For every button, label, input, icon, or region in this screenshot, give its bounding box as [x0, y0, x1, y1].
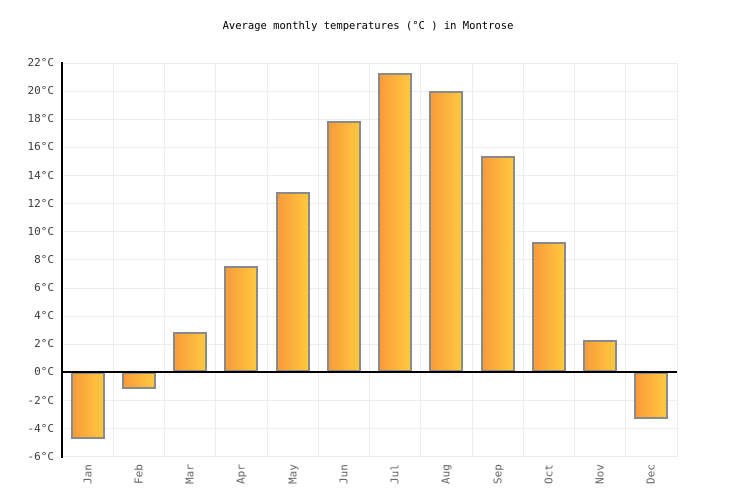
x-axis-tick-label: Jan [81, 464, 95, 484]
x-axis-tick-label: May [286, 464, 300, 484]
bar-feb[interactable] [121, 372, 156, 390]
y-axis-tick-label: -6°C [27, 449, 55, 463]
chart-title: Average monthly temperatures (°C ) in Mo… [222, 20, 514, 32]
x-axis-tick-label: Aug [439, 464, 453, 484]
bar-jun[interactable] [326, 120, 361, 373]
gridline-vertical [676, 63, 678, 457]
bar-jan[interactable] [70, 372, 105, 439]
bar-aug[interactable] [429, 91, 464, 373]
x-axis-tick-label: Nov [593, 464, 607, 484]
gridline-vertical [369, 63, 370, 457]
gridline-vertical [317, 63, 319, 457]
gridline-vertical [420, 63, 422, 457]
x-axis-tick-label: Oct [542, 464, 556, 484]
gridline-vertical [574, 63, 575, 457]
gridline-vertical [215, 63, 217, 457]
y-axis-tick-label: 2°C [34, 337, 54, 351]
zero-axis-line [62, 371, 677, 374]
gridline-vertical [266, 63, 268, 457]
y-axis-tick-label: 4°C [34, 309, 54, 323]
y-axis-tick-label: 16°C [27, 140, 55, 154]
y-axis-tick-label: 14°C [27, 168, 55, 182]
bar-oct[interactable] [531, 241, 566, 373]
bar-apr[interactable] [224, 265, 259, 373]
y-axis-tick-label: 12°C [27, 196, 55, 210]
bar-jul[interactable] [378, 72, 413, 373]
x-axis-tick-label: Jun [337, 464, 351, 484]
y-axis-tick-label: 22°C [27, 56, 55, 69]
gridline-horizontal [62, 456, 677, 458]
gridline-vertical [471, 63, 473, 457]
y-axis-tick-label: -4°C [27, 421, 55, 435]
y-axis-tick-label: 6°C [34, 281, 54, 295]
x-axis-tick-label: Feb [132, 464, 146, 484]
y-axis-tick-label: 0°C [34, 365, 54, 379]
y-axis-tick-label: -2°C [27, 393, 55, 407]
x-axis-tick-label: Apr [234, 464, 248, 484]
bar-may[interactable] [275, 192, 310, 373]
x-axis-tick-label: Dec [644, 464, 658, 484]
x-axis-tick-label: Mar [183, 464, 197, 484]
bar-sep[interactable] [480, 155, 515, 373]
bar-nov[interactable] [583, 340, 618, 373]
gridline-vertical [112, 63, 114, 457]
bar-mar[interactable] [173, 331, 208, 373]
y-axis-tick-label: 8°C [34, 252, 54, 266]
y-axis-tick-label: 10°C [27, 224, 55, 238]
gridline-vertical [522, 63, 524, 457]
y-axis-tick-label: 20°C [27, 84, 55, 98]
y-axis-tick-label: 18°C [27, 112, 55, 126]
x-axis-tick-label: Sep [491, 464, 505, 484]
x-axis-tick-label: Jul [388, 464, 402, 484]
bar-dec[interactable] [634, 372, 669, 419]
gridline-vertical [164, 63, 165, 457]
gridline-vertical [625, 63, 627, 457]
y-axis-line [61, 62, 63, 458]
